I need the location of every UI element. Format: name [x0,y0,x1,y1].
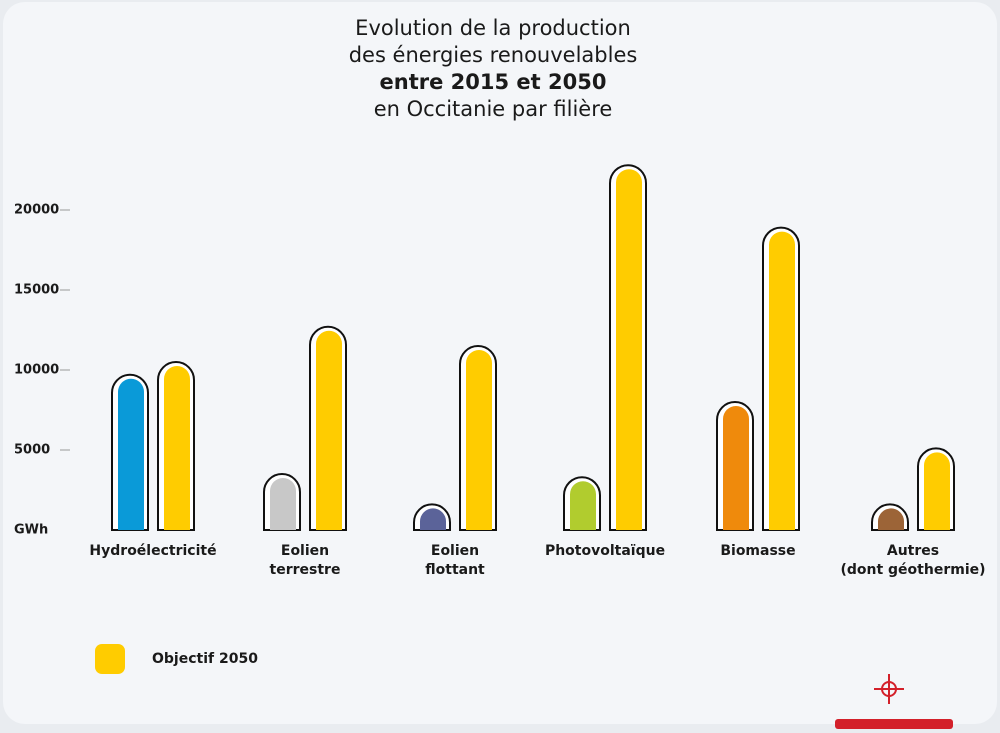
legend-label: Objectif 2050 [152,651,258,667]
x-tick-label: Autres [887,543,939,559]
y-tick-label: 20000 [14,203,59,218]
y-tick-label: 10000 [14,363,59,378]
bar-fill [924,452,950,530]
x-tick-label: Eolien [431,543,479,559]
bar-fill [466,350,492,530]
bar-fill [316,330,342,530]
chart-title: Evolution de la production [355,16,631,40]
legend-swatch [95,644,125,674]
footer-bar [835,719,953,729]
bar-fill [616,169,642,530]
x-tick-label: Photovoltaïque [545,543,665,559]
x-tick-label: terrestre [270,562,341,578]
x-tick-label: Biomasse [720,543,795,559]
x-tick-label: flottant [425,562,485,578]
bar-fill [420,508,446,530]
x-tick-label: (dont géothermie) [840,562,985,578]
chart-title: entre 2015 et 2050 [380,70,607,94]
y-tick-label: 5000 [14,443,50,458]
x-tick-label: Hydroélectricité [89,543,216,559]
x-tick-label: Eolien [281,543,329,559]
chart-title: des énergies renouvelables [349,43,638,67]
bar-fill [570,481,596,530]
bar-fill [164,366,190,530]
bar-fill [769,231,795,530]
chart-title: en Occitanie par filière [374,97,613,121]
bar-fill [878,508,904,530]
bar-fill [723,406,749,530]
card [3,2,997,724]
bar-fill [118,378,144,530]
logo [874,674,904,704]
y-axis-label: GWh [14,523,48,538]
bar-fill [270,478,296,530]
y-tick-label: 15000 [14,283,59,298]
